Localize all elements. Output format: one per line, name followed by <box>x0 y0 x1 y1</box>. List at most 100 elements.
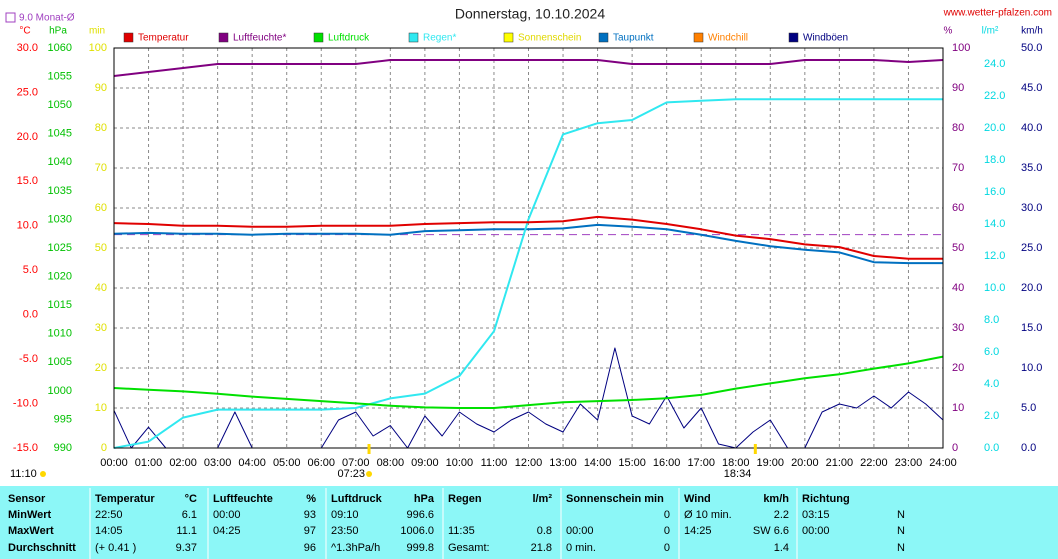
legend-swatch <box>693 32 704 43</box>
table-cell: 03:15 <box>802 509 830 521</box>
table-cell: 09:10 <box>331 509 359 521</box>
legend-label: Luftdruck <box>328 33 370 44</box>
table-cell: 11:35 <box>448 525 475 537</box>
legend-label: Windböen <box>803 33 848 44</box>
x-tick-label: 21:00 <box>826 457 854 469</box>
legend-swatch <box>503 32 514 43</box>
y-tick-label: 70 <box>95 162 107 174</box>
y-tick-label: 35.0 <box>1021 162 1042 174</box>
table-cell: Gesamt: <box>448 542 490 554</box>
x-tick-label: 17:00 <box>687 457 715 469</box>
y-tick-label: 100 <box>89 42 107 54</box>
table-cell: 6.1 <box>182 509 197 521</box>
table-cell: 0 <box>664 509 670 521</box>
legend-swatch <box>313 32 324 43</box>
table-cell: 0 <box>664 525 670 537</box>
table-cell: °C <box>185 493 197 505</box>
sun-time: 18:34 <box>724 468 752 480</box>
table-cell: N <box>897 525 905 537</box>
table-cell: 11.1 <box>176 525 197 537</box>
table-cell: Regen <box>448 493 482 505</box>
legend-label: Windchill <box>708 33 748 44</box>
table-cell: N <box>897 509 905 521</box>
x-tick-label: 11:00 <box>481 457 508 469</box>
y-tick-label: 0.0 <box>984 442 999 454</box>
y-tick-label: 100 <box>952 42 970 54</box>
table-cell: Wind <box>684 493 711 505</box>
axis-unit: l/m² <box>982 26 999 37</box>
x-tick-label: 10:00 <box>446 457 474 469</box>
y-tick-label: 25.0 <box>17 86 38 98</box>
y-tick-label: 60 <box>952 202 964 214</box>
y-tick-label: 0 <box>952 442 958 454</box>
y-tick-label: 1015 <box>48 299 72 311</box>
y-tick-label: 1025 <box>48 242 72 254</box>
y-tick-label: 1045 <box>48 128 72 140</box>
x-tick-label: 12:00 <box>515 457 543 469</box>
y-tick-label: -10.0 <box>13 397 38 409</box>
table-cell: 0 <box>664 542 670 554</box>
table-cell: 0 min. <box>566 542 596 554</box>
x-tick-label: 22:00 <box>860 457 888 469</box>
y-tick-label: 30.0 <box>17 42 38 54</box>
row-label: MinWert <box>8 509 52 521</box>
chart-title: Donnerstag, 10.10.2024 <box>455 6 605 22</box>
table-cell: 1006.0 <box>400 525 434 537</box>
table-cell: 1.4 <box>774 542 789 554</box>
axis-unit: hPa <box>49 26 67 37</box>
table-cell: km/h <box>763 493 789 505</box>
x-tick-label: 14:00 <box>584 457 612 469</box>
y-tick-label: 90 <box>952 82 964 94</box>
y-tick-label: 0 <box>101 442 107 454</box>
y-tick-label: 24.0 <box>984 58 1005 70</box>
sun-icon <box>40 471 46 477</box>
x-tick-label: 06:00 <box>307 457 335 469</box>
y-tick-label: 45.0 <box>1021 82 1042 94</box>
table-cell: % <box>306 493 316 505</box>
x-tick-label: 15:00 <box>618 457 646 469</box>
y-tick-label: 20.0 <box>1021 282 1042 294</box>
legend-label: Temperatur <box>138 33 189 44</box>
y-tick-label: 30 <box>952 322 964 334</box>
x-tick-label: 18:00 <box>722 457 750 469</box>
table-cell: l/m² <box>532 493 552 505</box>
table-cell: SW 6.6 <box>753 525 789 537</box>
y-tick-label: 20 <box>952 362 964 374</box>
y-tick-label: 10.0 <box>1021 362 1042 374</box>
table-cell: 00:00 <box>566 525 594 537</box>
legend-swatch <box>218 32 229 43</box>
axis-unit: °C <box>19 26 30 37</box>
y-tick-label: 1010 <box>48 328 72 340</box>
sun-icon <box>366 471 373 477</box>
sun-marker <box>753 444 757 454</box>
table-cell: 996.6 <box>406 509 434 521</box>
table-background <box>0 486 1058 559</box>
series-line <box>113 355 944 409</box>
legend-label: Taupunkt <box>613 33 654 44</box>
y-tick-label: 30.0 <box>1021 202 1042 214</box>
table-cell: ^1.3hPa/h <box>331 542 380 554</box>
series-line <box>113 59 944 77</box>
table-cell: 14:25 <box>684 525 712 537</box>
site-link: www.wetter-pfalzen.com <box>943 8 1052 19</box>
y-tick-label: 20 <box>95 362 107 374</box>
table-cell: 14:05 <box>95 525 123 537</box>
y-tick-label: 70 <box>952 162 964 174</box>
legend-swatch <box>408 32 419 43</box>
legend-label: Luftfeuchte* <box>233 33 286 44</box>
monthly-avg-label: 9.0 Monat-Ø <box>19 13 75 24</box>
avg-icon <box>5 12 16 23</box>
sun-marker <box>367 444 371 454</box>
axis-unit: km/h <box>1021 26 1043 37</box>
y-tick-label: 80 <box>95 122 107 134</box>
table-cell: Luftfeuchte <box>213 493 273 505</box>
table-cell: Richtung <box>802 493 850 505</box>
table-cell: N <box>897 542 905 554</box>
y-tick-label: 80 <box>952 122 964 134</box>
y-tick-label: 40 <box>95 282 107 294</box>
y-tick-label: 40 <box>952 282 964 294</box>
legend-label: Regen* <box>423 33 456 44</box>
y-tick-label: 10.0 <box>17 220 38 232</box>
table-cell: 04:25 <box>213 525 241 537</box>
